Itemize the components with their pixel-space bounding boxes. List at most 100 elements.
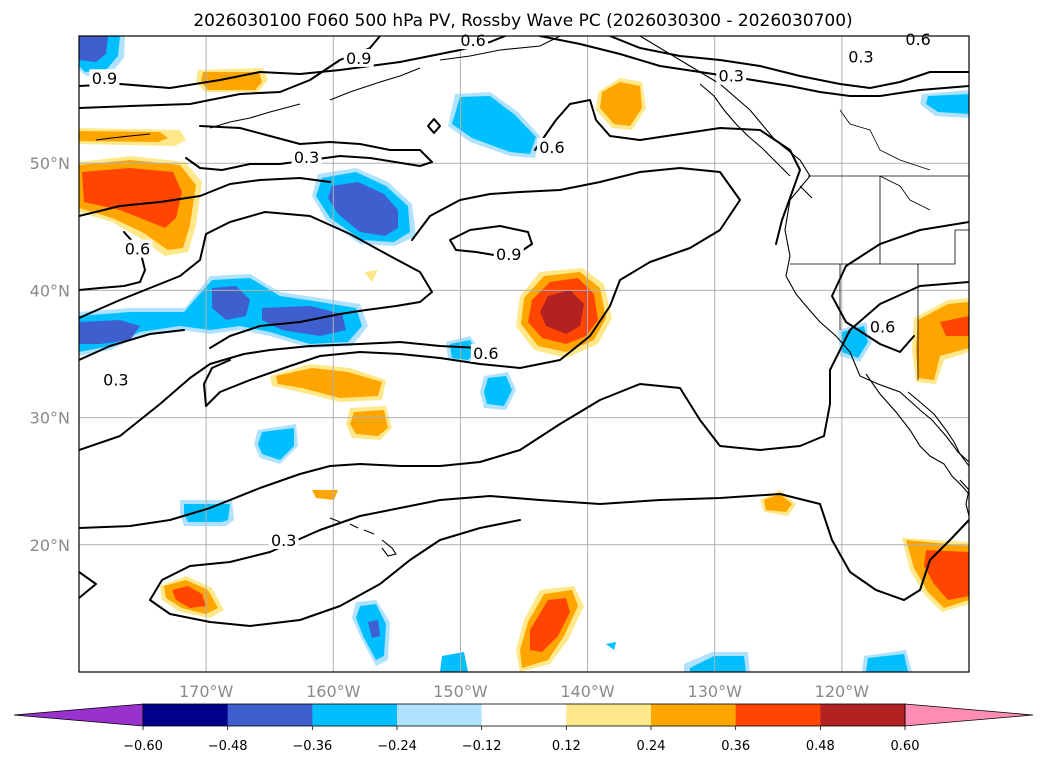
contour-label-background xyxy=(536,137,567,156)
positive-anomaly-161w-24n xyxy=(312,490,338,500)
colorbar-segment xyxy=(481,704,567,726)
negative-anomaly-northwest-corner-core xyxy=(79,36,108,62)
lat-tick-label: 50°N xyxy=(30,154,70,173)
contour-label: 0.3 xyxy=(271,531,296,550)
negative-anomaly-northeast-core xyxy=(926,94,969,114)
latitude-tick-labels: 50°N 40°N 30°N 20°N xyxy=(30,154,70,555)
negative-anomaly-130w-10n-core xyxy=(690,656,746,672)
contour-label: 0.3 xyxy=(103,371,128,390)
contour-label: 0.6 xyxy=(905,30,930,49)
chart-title: 2026030100 F060 500 hPa PV, Rossby Wave … xyxy=(193,11,852,31)
lon-tick-label: 160°W xyxy=(306,682,361,701)
colorbar-segment xyxy=(651,704,737,726)
lon-tick-label: 120°W xyxy=(815,682,870,701)
colorbar-tick-label: −0.48 xyxy=(208,739,248,754)
contour-label: 0.9 xyxy=(346,49,371,68)
negative-anomaly-117w-10n-core xyxy=(866,654,908,672)
pv-contours xyxy=(79,36,969,627)
gulf-california xyxy=(907,391,969,467)
lat-tick-label: 40°N xyxy=(30,281,70,300)
pv-contour-0p9-closed xyxy=(449,225,533,257)
pv-contour-west-arc xyxy=(79,329,185,361)
colorbar-segment xyxy=(397,704,483,726)
pv-contour-0p3-bottom-loop xyxy=(149,519,521,627)
coastlines xyxy=(95,36,969,557)
aleutian-islands xyxy=(95,67,421,141)
pv-contour-0p3-corner xyxy=(79,571,97,599)
contour-label: 0.3 xyxy=(719,67,744,86)
contour-label: 0.6 xyxy=(870,317,895,336)
colorbar-tick-label: −0.24 xyxy=(377,739,417,754)
colorbar-tick-label: −0.12 xyxy=(462,739,502,754)
pv-contour-0p6-gulf xyxy=(534,99,801,245)
colorbar-segment xyxy=(735,704,821,726)
negative-anomaly-band-38n-core-center xyxy=(212,286,250,320)
canada-interior xyxy=(839,109,931,211)
negative-anomaly-150w-10n xyxy=(440,652,468,672)
lon-tick-label: 170°W xyxy=(179,682,234,701)
colorbar: −0.60 −0.48 −0.36 −0.24 −0.12 0.12 0.24 0.36 0.4… xyxy=(13,703,1034,754)
contour-label-background xyxy=(493,244,524,263)
colorbar-tick-label: 0.36 xyxy=(721,739,750,754)
colorbar-extend-high xyxy=(904,703,1034,727)
bc-islands xyxy=(699,83,813,199)
longitude-tick-labels: 170°W 160°W 150°W 140°W 130°W 120°W xyxy=(179,682,869,701)
negative-anomaly-150w-35n-core xyxy=(450,340,476,360)
negative-anomaly-146w-32n-core xyxy=(484,376,512,406)
lat-tick-label: 30°N xyxy=(30,409,70,428)
colorbar-extend-low xyxy=(13,703,144,727)
pv-contour-0p3-east-loop xyxy=(831,221,969,353)
negative-anomaly-158w-13n-core xyxy=(368,620,380,638)
contour-label: 0.6 xyxy=(125,240,150,259)
pv-contour-0p3-deep-south xyxy=(149,493,969,601)
colorbar-tick-label: 0.24 xyxy=(637,739,666,754)
baja-coast xyxy=(865,373,969,495)
negative-anomaly-band-38n-core-west xyxy=(79,320,140,344)
negative-anomaly-gulf-alaska-core xyxy=(452,96,536,154)
pv-contour-0p6-ne xyxy=(609,36,969,89)
lat-tick-label: 20°N xyxy=(30,536,70,555)
colorbar-outline xyxy=(142,703,906,727)
positive-anomaly-se-18n-core xyxy=(924,550,969,600)
contour-labels: 0.9 0.9 0.6 0.3 0.3 0.6 0.6 0.3 0.9 0.6 0.6 0.3 0.3 0… xyxy=(89,29,934,550)
lon-tick-label: 130°W xyxy=(688,682,743,701)
positive-anomaly-east-37n-core xyxy=(940,316,969,336)
positive-anomaly-160w-33n-core xyxy=(276,368,382,398)
colorbar-tick-label: 0.60 xyxy=(891,739,920,754)
pv-contour-small-diamond xyxy=(427,118,441,134)
contour-label-background xyxy=(122,239,153,258)
colorbar-segment xyxy=(143,704,229,726)
negative-anomaly-central-north-core xyxy=(328,182,398,236)
contour-label: 0.6 xyxy=(460,31,485,50)
contour-label-background xyxy=(268,530,299,549)
contour-label: 0.3 xyxy=(294,148,319,167)
positive-anomaly-northwest-core xyxy=(82,168,182,228)
negative-anomaly-164w-29n-core xyxy=(258,428,294,460)
colorbar-segment xyxy=(566,704,652,726)
contour-label-background xyxy=(903,29,934,48)
colorbar-segment xyxy=(227,704,313,726)
colorbar-tick-label: 0.48 xyxy=(806,739,835,754)
contour-label-background xyxy=(100,370,131,389)
pv-contour-0p9-top xyxy=(79,36,506,89)
contour-label-background xyxy=(867,317,898,336)
negative-anomaly-170w-23n-core xyxy=(184,504,230,522)
contour-label: 0.9 xyxy=(496,245,521,264)
gridlines xyxy=(79,36,969,672)
pv-contour-0p3-west xyxy=(79,177,331,217)
map-frame xyxy=(78,35,970,673)
positive-anomaly-sw-16n-core xyxy=(172,586,206,608)
pv-contour-0p6-wave xyxy=(203,167,741,407)
contour-label: 0.3 xyxy=(848,48,873,67)
pv-contour-0p3-ne xyxy=(539,36,969,97)
negative-anomaly-140w-18n xyxy=(606,642,616,650)
contour-label-background xyxy=(291,148,322,167)
positive-anomaly-125w-23n-core xyxy=(764,494,792,512)
positive-anomaly-southeast-alaska-core xyxy=(600,82,642,126)
colorbar-tick-label: −0.36 xyxy=(292,739,332,754)
contour-label-background xyxy=(343,48,374,67)
map-content xyxy=(79,36,969,672)
contour-label-background xyxy=(716,66,747,85)
colorbar-tick-label: 0.12 xyxy=(552,739,581,754)
hawaii-islands xyxy=(329,517,397,557)
